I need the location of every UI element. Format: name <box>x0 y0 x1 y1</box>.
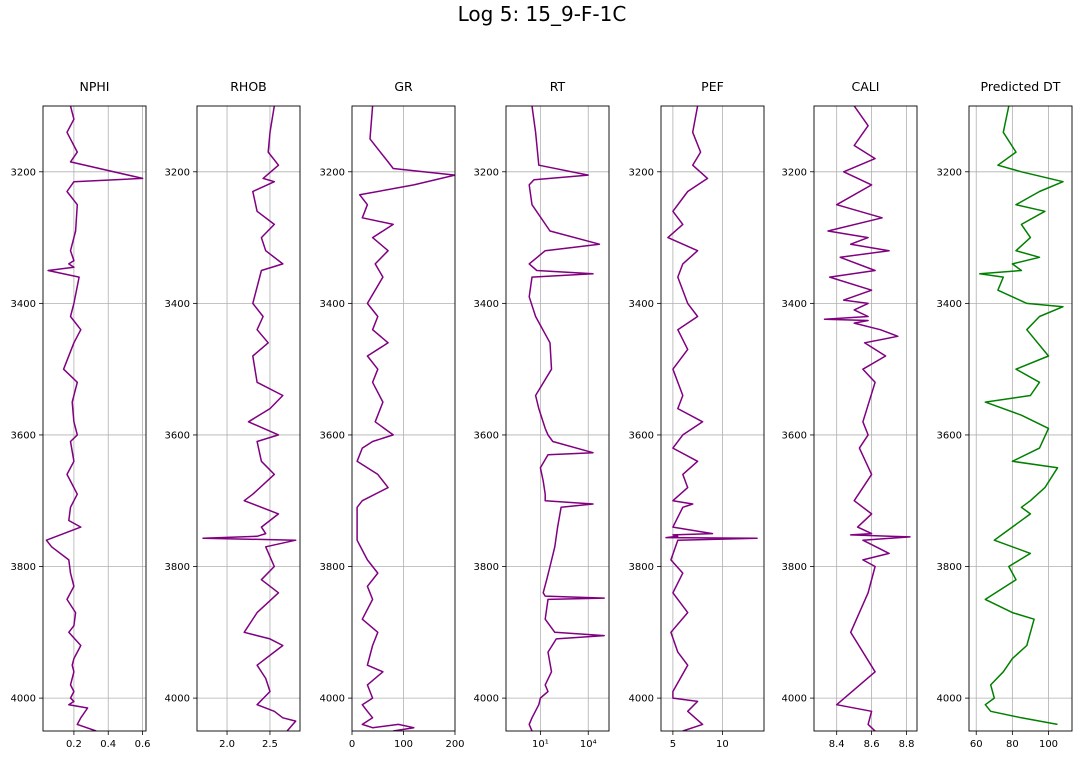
x-tick-label: 100 <box>1039 739 1058 750</box>
y-tick-label: 3400 <box>11 299 36 310</box>
track-gr: GR 0 100 200 3200 3400 3600 3800 4000 <box>320 79 465 750</box>
y-tick-label: 3400 <box>782 299 807 310</box>
y-tick-label: 4000 <box>165 694 190 705</box>
x-tick-label: 5 <box>670 739 676 750</box>
panel-title: PEF <box>701 79 724 94</box>
log-curve <box>45 106 144 731</box>
y-tick-label: 3200 <box>937 167 962 178</box>
axes-frame <box>968 105 1073 732</box>
axes-frame <box>813 105 918 732</box>
y-tick-label: 3600 <box>782 430 807 441</box>
y-tick-label: 3400 <box>474 299 499 310</box>
y-tick-label: 3800 <box>629 562 654 573</box>
axes-frame <box>196 105 301 732</box>
panel-title: Predicted DT <box>981 79 1061 94</box>
log-curve <box>528 106 605 731</box>
y-tick-label: 4000 <box>629 694 654 705</box>
y-tick-label: 3200 <box>474 167 499 178</box>
y-tick-label: 4000 <box>782 694 807 705</box>
y-tick-label: 3600 <box>629 430 654 441</box>
x-tick-label: 10 <box>716 739 729 750</box>
y-tick-label: 3600 <box>320 430 345 441</box>
y-tick-label: 4000 <box>320 694 345 705</box>
y-tick-label: 3400 <box>165 299 190 310</box>
axes-frame <box>505 105 610 732</box>
y-tick-label: 3800 <box>782 562 807 573</box>
track-pef: PEF 5 10 3200 3400 3600 3800 4000 <box>629 79 765 750</box>
x-tick-label: 8.4 <box>829 739 845 750</box>
x-tick-label: 0.4 <box>100 739 116 750</box>
y-tick-label: 3800 <box>11 562 36 573</box>
x-tick-label: 0 <box>349 739 355 750</box>
x-tick-label: 8.6 <box>864 739 880 750</box>
x-tick-label: 10¹ <box>532 739 549 750</box>
panel-title: CALI <box>852 79 880 94</box>
panel-title: NPHI <box>80 79 110 94</box>
y-tick-label: 3200 <box>782 167 807 178</box>
x-tick-label: 80 <box>1006 739 1019 750</box>
x-tick-label: 0.6 <box>135 739 151 750</box>
y-tick-label: 3200 <box>165 167 190 178</box>
y-tick-label: 3400 <box>320 299 345 310</box>
panel-title: RT <box>550 79 566 94</box>
x-tick-label: 60 <box>970 739 983 750</box>
y-tick-label: 3800 <box>320 562 345 573</box>
log-curve <box>979 106 1064 726</box>
track-cali: CALI 8.4 8.6 8.8 3200 3400 3600 3800 4000 <box>782 79 918 750</box>
figure-title: Log 5: 15_9-F-1C <box>457 2 627 26</box>
y-tick-label: 3400 <box>937 299 962 310</box>
track-rhob: RHOB 2.0 2.5 3200 3400 3600 3800 4000 <box>165 79 301 750</box>
y-tick-label: 3800 <box>937 562 962 573</box>
x-tick-label: 8.8 <box>899 739 915 750</box>
panel-title: GR <box>394 79 413 94</box>
log-curve <box>665 106 758 731</box>
y-tick-label: 4000 <box>937 694 962 705</box>
y-tick-label: 3200 <box>11 167 36 178</box>
axes-frame <box>42 105 147 732</box>
log-curve <box>202 106 297 731</box>
x-tick-label: 2.0 <box>219 739 235 750</box>
track-rt: RT 10¹ 10⁴ 3200 3400 3600 3800 4000 <box>474 79 610 750</box>
y-tick-label: 3800 <box>474 562 499 573</box>
x-tick-label: 2.5 <box>262 739 278 750</box>
track-predicted-dt: Predicted DT 60 80 100 3200 3400 3600 3800 4000 <box>937 79 1073 750</box>
y-tick-label: 3600 <box>937 430 962 441</box>
y-tick-label: 4000 <box>11 694 36 705</box>
axes-frame <box>660 105 765 732</box>
y-tick-label: 3600 <box>474 430 499 441</box>
y-tick-label: 3400 <box>629 299 654 310</box>
x-tick-label: 0.2 <box>66 739 82 750</box>
log-curve <box>823 106 911 731</box>
track-nphi: NPHI 0.2 0.4 0.6 3200 3400 3600 3800 4000 <box>11 79 151 750</box>
y-tick-label: 3200 <box>629 167 654 178</box>
y-tick-label: 4000 <box>474 694 499 705</box>
log-curve <box>356 106 455 731</box>
y-tick-label: 3600 <box>11 430 36 441</box>
x-tick-label: 100 <box>394 739 413 750</box>
y-tick-label: 3800 <box>165 562 190 573</box>
y-tick-label: 3600 <box>165 430 190 441</box>
y-tick-label: 3200 <box>320 167 345 178</box>
panel-title: RHOB <box>230 79 267 94</box>
x-tick-label: 200 <box>445 739 464 750</box>
x-tick-label: 10⁴ <box>580 739 597 750</box>
